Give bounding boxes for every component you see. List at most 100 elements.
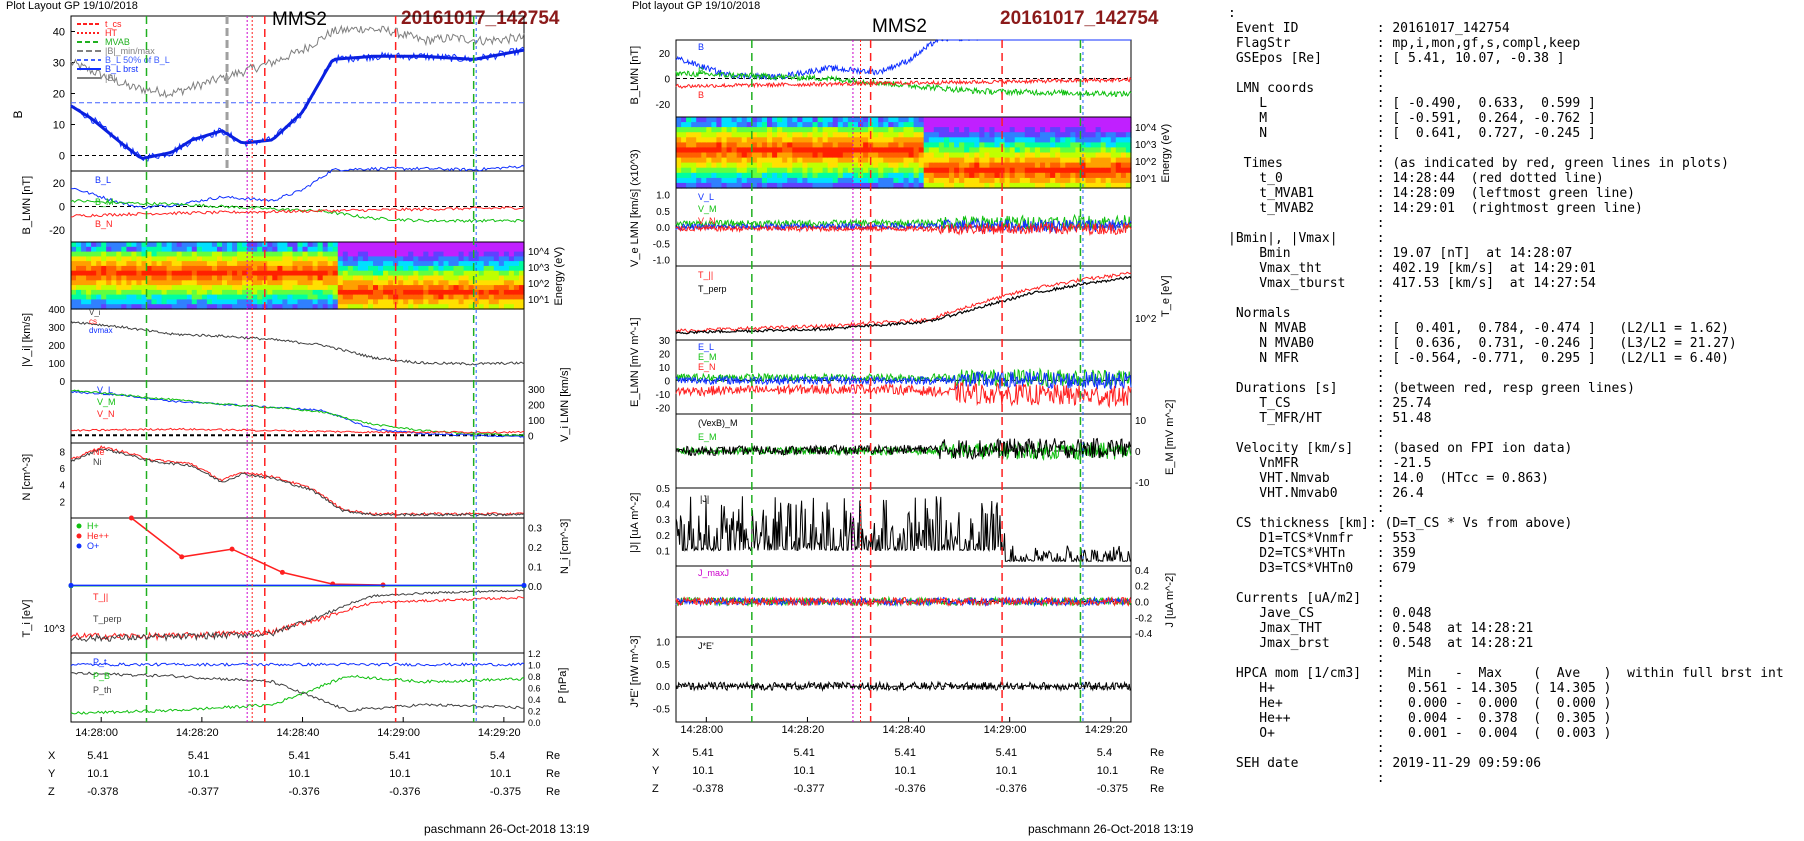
spectrogram-cell	[1120, 122, 1127, 128]
summary-line: He+ : 0.000 - 0.000 ( 0.000 )	[1259, 696, 1612, 711]
spectrogram-cell	[257, 299, 263, 305]
spectrogram-cell	[751, 147, 758, 154]
spectrogram-cell	[787, 152, 793, 159]
spectrogram-cell	[746, 177, 753, 184]
spectrogram-cell	[438, 304, 444, 310]
spectrogram-cell	[711, 142, 718, 149]
spectrogram-cell	[116, 285, 122, 291]
spectrogram-cell	[433, 256, 439, 262]
spectrogram-cell	[242, 304, 248, 310]
spectrogram-cell	[782, 162, 788, 169]
y-tick-label: 0.0	[656, 223, 670, 234]
spectrogram-cell	[782, 147, 788, 154]
spectrogram-cell	[691, 142, 697, 149]
spectrogram-cell	[1029, 157, 1036, 164]
spectrogram-cell	[842, 157, 849, 164]
spectrogram-cell	[943, 132, 950, 138]
spectrogram-cell	[832, 137, 839, 143]
spectrogram-cell	[883, 172, 889, 179]
spectrogram-cell	[171, 275, 178, 281]
spectrogram-cell	[206, 242, 213, 248]
spectrogram-cell	[418, 261, 424, 267]
y-tick-label: 10^1	[1135, 174, 1157, 185]
spectrogram-cell	[863, 172, 869, 179]
spectrogram-cell	[468, 256, 475, 262]
spectrogram-cell	[999, 177, 1006, 184]
spectrogram-cell	[282, 246, 288, 253]
spectrogram-cell	[302, 304, 309, 310]
spectrogram-cell	[503, 261, 510, 267]
spectrogram-cell	[827, 132, 834, 138]
spectrogram-cell	[156, 280, 163, 286]
spectrogram-cell	[503, 304, 510, 310]
spectrogram-cell	[101, 289, 107, 296]
spectrogram-cell	[792, 152, 798, 159]
spectrogram-cell	[847, 157, 854, 164]
spectrogram-cell	[81, 299, 87, 305]
spectrogram-cell	[247, 246, 253, 253]
spectrogram-cell	[242, 285, 248, 291]
spectrogram-cell	[1080, 167, 1087, 174]
spectrogram-cell	[146, 299, 153, 305]
spectrogram-cell	[317, 246, 324, 253]
coord-value: 10.1	[1096, 765, 1119, 777]
spectrogram-cell	[237, 270, 243, 277]
spectrogram-cell	[347, 261, 354, 267]
spectrogram-cell	[388, 251, 394, 257]
legend-label: |B|_min/max	[105, 46, 155, 56]
spectrogram-cell	[923, 162, 930, 169]
spectrogram-cell	[681, 177, 687, 184]
spectrogram-cell	[1040, 137, 1046, 143]
spectrogram-cell	[257, 304, 263, 310]
spectrogram-cell	[101, 270, 107, 277]
spectrogram-cell	[746, 132, 753, 138]
spectrogram-cell	[1014, 157, 1021, 164]
spectrogram-cell	[347, 304, 354, 310]
spectrogram-cell	[923, 127, 930, 133]
spectrogram-cell	[347, 285, 354, 291]
spectrogram-cell	[913, 122, 920, 128]
time-tick-label: 14:28:40	[882, 724, 926, 736]
spectrogram-cell	[1014, 142, 1021, 149]
spectrogram-cell	[151, 280, 158, 286]
spectrogram-cell	[317, 285, 324, 291]
spectrogram-cell	[106, 304, 112, 310]
legend-label: B_L 50% of B_L	[105, 55, 170, 65]
spectrogram-cell	[503, 242, 510, 248]
spectrogram-cell	[96, 285, 102, 291]
spectrogram-cell	[676, 122, 682, 128]
spectrogram-cell	[1075, 122, 1082, 128]
spectrogram-cell	[1080, 162, 1087, 169]
spectrogram-cell	[503, 280, 510, 286]
spectrogram-cell	[761, 162, 768, 169]
spectrogram-cell	[453, 285, 460, 291]
spectrogram-cell	[217, 256, 223, 262]
spectrogram-cell	[136, 265, 142, 272]
spectrogram-cell	[378, 270, 384, 277]
spectrogram-cell	[1024, 162, 1031, 169]
spectrogram-cell	[191, 294, 198, 300]
spectrogram-cell	[681, 142, 687, 149]
summary-line: Bmin : 19.07 [nT] at 14:28:07	[1259, 246, 1573, 261]
spectrogram-cell	[878, 152, 884, 159]
spectrogram-cell	[691, 177, 697, 184]
spectrogram-cell	[878, 182, 884, 189]
spectrogram-cell	[787, 132, 793, 138]
spectrogram-cell	[964, 177, 970, 184]
spectrogram-cell	[468, 251, 475, 257]
spectrogram-cell	[746, 172, 753, 179]
spectrogram-cell	[969, 182, 975, 189]
spectrogram-cell	[903, 117, 910, 123]
spectrogram-cell	[852, 147, 859, 154]
spectrogram-cell	[453, 270, 460, 277]
spectrogram-cell	[186, 246, 193, 253]
spectrogram-cell	[413, 246, 419, 253]
spectrogram-cell	[272, 265, 278, 272]
spectrogram-cell	[362, 270, 369, 277]
spectrogram-cell	[373, 246, 379, 253]
spectrogram-cell	[751, 177, 758, 184]
spectrogram-cell	[443, 265, 450, 272]
spectrogram-cell	[908, 167, 915, 174]
spectrogram-cell	[503, 251, 510, 257]
spectrogram-cell	[812, 172, 819, 179]
